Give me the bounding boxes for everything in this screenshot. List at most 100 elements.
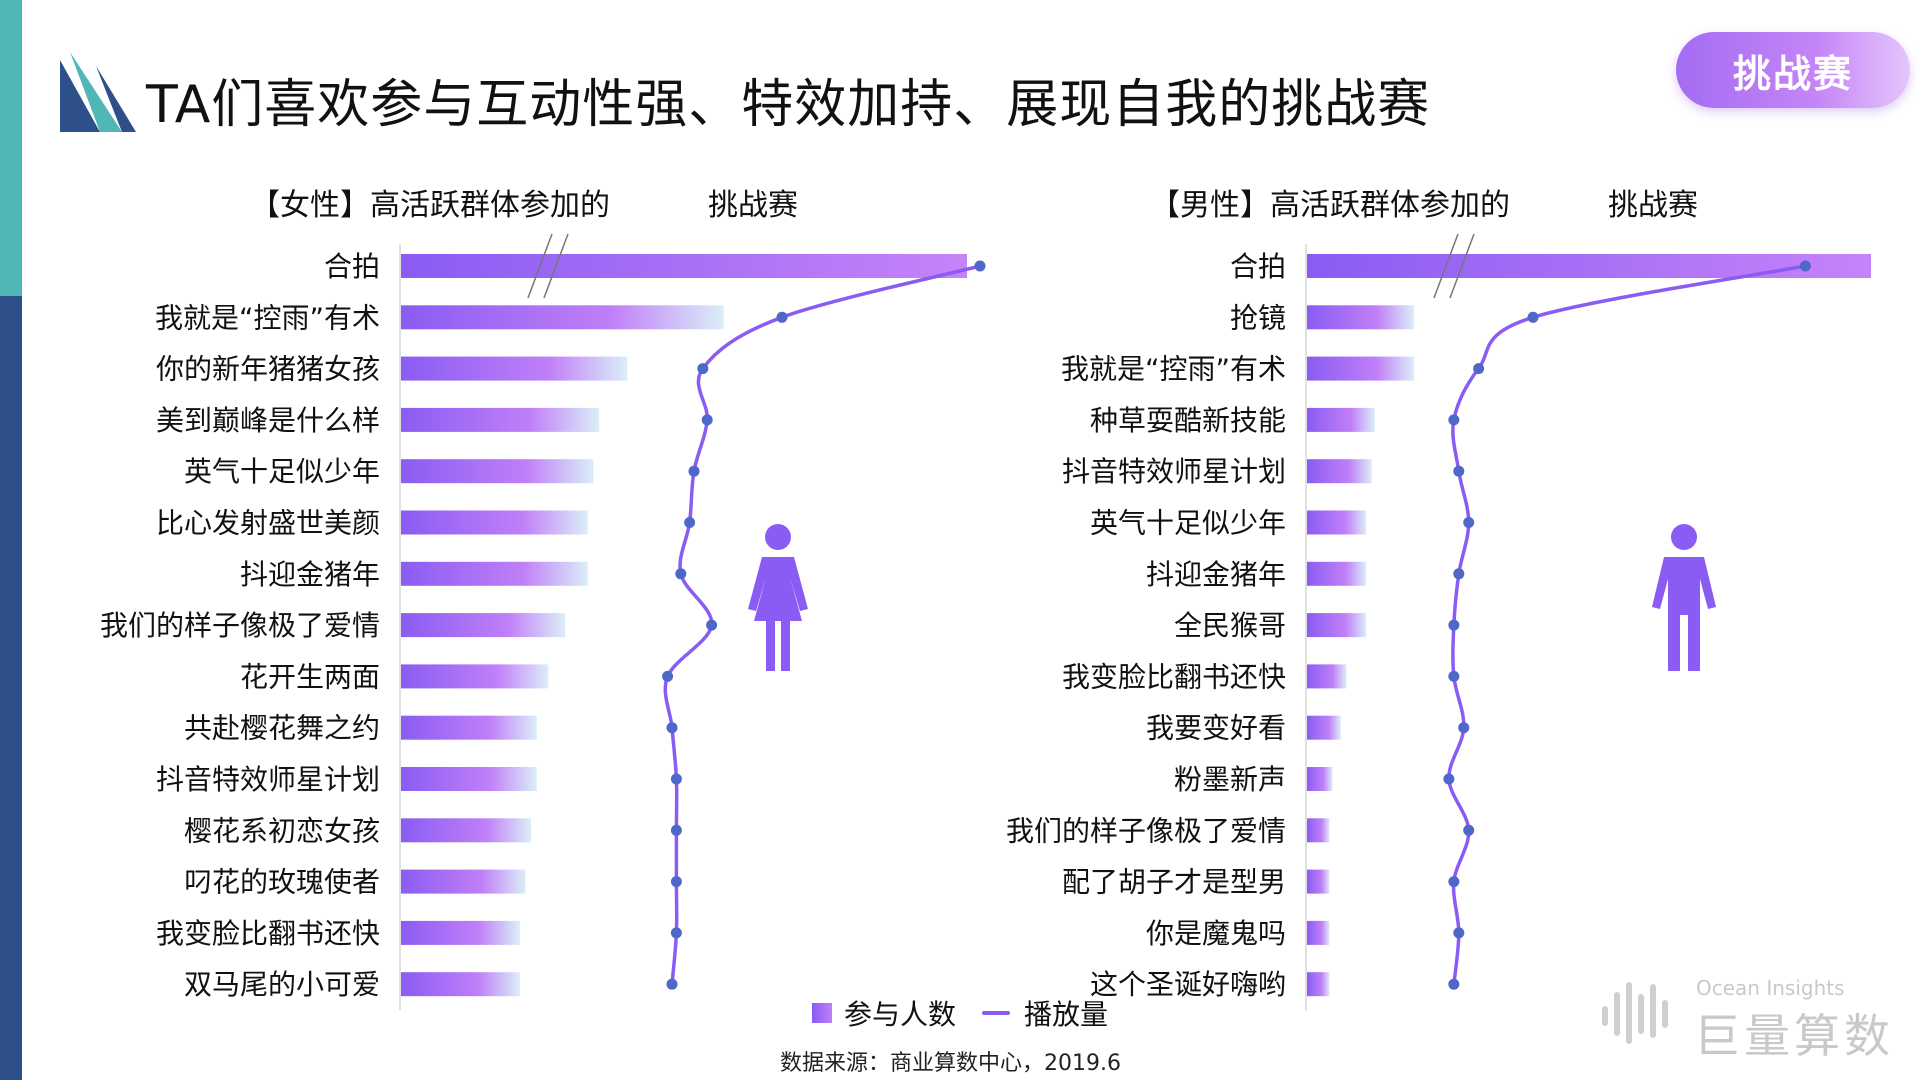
- male-axis-break: [1449, 233, 1475, 299]
- male-playcount-point: [1443, 773, 1455, 785]
- female-category-label: 我们的样子像极了爱情: [100, 609, 380, 642]
- female-category-label: 樱花系初恋女孩: [184, 814, 380, 847]
- male-playcount-point: [1527, 311, 1539, 323]
- female-category-label: 双马尾的小可爱: [184, 968, 380, 1001]
- male-person-icon: [1652, 524, 1716, 671]
- page-title: TA们喜欢参与互动性强、特效加持、展现自我的挑战赛: [146, 75, 1431, 135]
- female-category-label: 我就是“控雨”有术: [155, 301, 380, 334]
- male-category-label: 配了胡子才是型男: [1062, 866, 1286, 899]
- male-bar: [1307, 818, 1330, 843]
- female-playcount-point: [974, 260, 986, 272]
- chart-legend: 参与人数 播放量: [812, 993, 1108, 1033]
- male-category-label: 抖音特效师星计划: [1062, 455, 1286, 488]
- male-category-label: 粉墨新声: [1174, 763, 1286, 796]
- female-playcount-line: [663, 264, 981, 985]
- female-category-label: 抖迎金猪年: [240, 558, 380, 591]
- male-category-label: 全民猴哥: [1174, 609, 1286, 642]
- female-bar: [401, 664, 549, 689]
- brand-logo-icon: [60, 52, 136, 132]
- female-bar: [401, 715, 537, 740]
- male-category-label: 这个圣诞好嗨哟: [1090, 968, 1286, 1001]
- male-playcount-point: [1463, 824, 1475, 836]
- female-playcount-point: [697, 363, 709, 375]
- ocean-insights-logo-icon: [1602, 982, 1668, 1044]
- male-playcount-point: [1799, 260, 1811, 272]
- accent-bar-top: [0, 0, 22, 296]
- female-playcount-point: [666, 722, 678, 734]
- female-playcount-point: [670, 876, 682, 888]
- female-bar: [401, 869, 526, 894]
- female-playcount-point: [670, 927, 682, 939]
- female-chart: 合拍我就是“控雨”有术你的新年猪猪女孩美到巅峰是什么样英气十足似少年比心发射盛世…: [100, 233, 986, 1011]
- female-category-label: 花开生两面: [240, 660, 380, 693]
- male-playcount-point: [1448, 978, 1460, 990]
- female-playcount-point: [666, 978, 678, 990]
- female-bar: [401, 305, 724, 330]
- male-playcount-point: [1453, 568, 1465, 580]
- female-bar: [401, 767, 537, 791]
- challenge-badge: 挑战赛: [1676, 32, 1910, 108]
- female-category-label: 你的新年猪猪女孩: [156, 353, 380, 386]
- male-category-label: 我要变好看: [1146, 712, 1286, 745]
- male-axis-break: [1433, 233, 1459, 299]
- brand-chinese-name: 巨量算数: [1694, 1009, 1894, 1063]
- legend-bar-label: 参与人数: [844, 998, 957, 1031]
- female-subtitle-right: 挑战赛: [708, 188, 798, 223]
- ocean-insights-brand: Ocean Insights 巨量算数: [1596, 970, 1896, 1063]
- male-bar: [1307, 613, 1367, 638]
- male-bar: [1307, 561, 1367, 586]
- female-bar: [401, 818, 532, 843]
- male-bar: [1307, 869, 1330, 894]
- male-subtitle-left: 【男性】高活跃群体参加的: [1150, 188, 1510, 223]
- female-playcount-point: [670, 824, 682, 836]
- accent-bar-bottom: [0, 296, 22, 1080]
- female-playcount-point: [706, 619, 718, 631]
- male-bar: [1307, 664, 1347, 689]
- female-bar: [401, 407, 600, 432]
- female-playcount-point: [701, 414, 713, 426]
- female-playcount-point: [675, 568, 687, 580]
- male-category-label: 种草耍酷新技能: [1090, 404, 1286, 437]
- female-axis-break: [527, 233, 553, 299]
- male-category-label: 我们的样子像极了爱情: [1006, 814, 1286, 847]
- female-bar: [401, 254, 967, 278]
- male-playcount-line: [1447, 264, 1806, 985]
- male-bar: [1307, 305, 1415, 330]
- brand-english-name: Ocean Insights: [1696, 976, 1845, 1000]
- legend-bar-swatch: [812, 1003, 832, 1023]
- male-bar: [1307, 459, 1372, 484]
- data-source: 数据来源：商业算数中心，2019.6: [780, 1051, 1121, 1076]
- female-playcount-point: [776, 311, 788, 323]
- female-category-label: 我变脸比翻书还快: [156, 917, 380, 950]
- female-bar: [401, 356, 628, 381]
- male-playcount-point: [1448, 876, 1460, 888]
- male-bar: [1307, 407, 1375, 432]
- male-playcount-point: [1448, 414, 1460, 426]
- female-category-label: 抖音特效师星计划: [156, 763, 380, 796]
- male-category-label: 英气十足似少年: [1090, 507, 1286, 540]
- legend-line-swatch: [982, 1011, 1011, 1015]
- male-playcount-point: [1453, 927, 1465, 939]
- male-bar: [1307, 920, 1330, 945]
- legend-line-label: 播放量: [1024, 998, 1109, 1031]
- male-playcount-point: [1448, 619, 1460, 631]
- female-bar: [401, 510, 588, 535]
- male-playcount-point: [1458, 722, 1470, 734]
- female-playcount-point: [662, 670, 674, 682]
- female-category-label: 共赴樱花舞之约: [184, 712, 380, 745]
- female-bar: [401, 972, 520, 997]
- male-category-label: 我就是“控雨”有术: [1061, 353, 1286, 386]
- female-category-label: 叼花的玫瑰使者: [184, 866, 380, 899]
- male-playcount-point: [1473, 363, 1485, 375]
- female-playcount-point: [684, 517, 696, 528]
- female-category-label: 比心发射盛世美颜: [156, 507, 380, 540]
- male-subtitle-right: 挑战赛: [1608, 188, 1698, 223]
- male-category-label: 我变脸比翻书还快: [1062, 660, 1286, 693]
- male-playcount-point: [1453, 465, 1465, 477]
- male-chart-subtitle: 【男性】高活跃群体参加的 挑战赛: [1150, 180, 1698, 224]
- female-person-icon: [748, 524, 808, 671]
- male-bar: [1307, 356, 1415, 381]
- female-playcount-point: [670, 773, 682, 785]
- male-playcount-point: [1463, 517, 1475, 528]
